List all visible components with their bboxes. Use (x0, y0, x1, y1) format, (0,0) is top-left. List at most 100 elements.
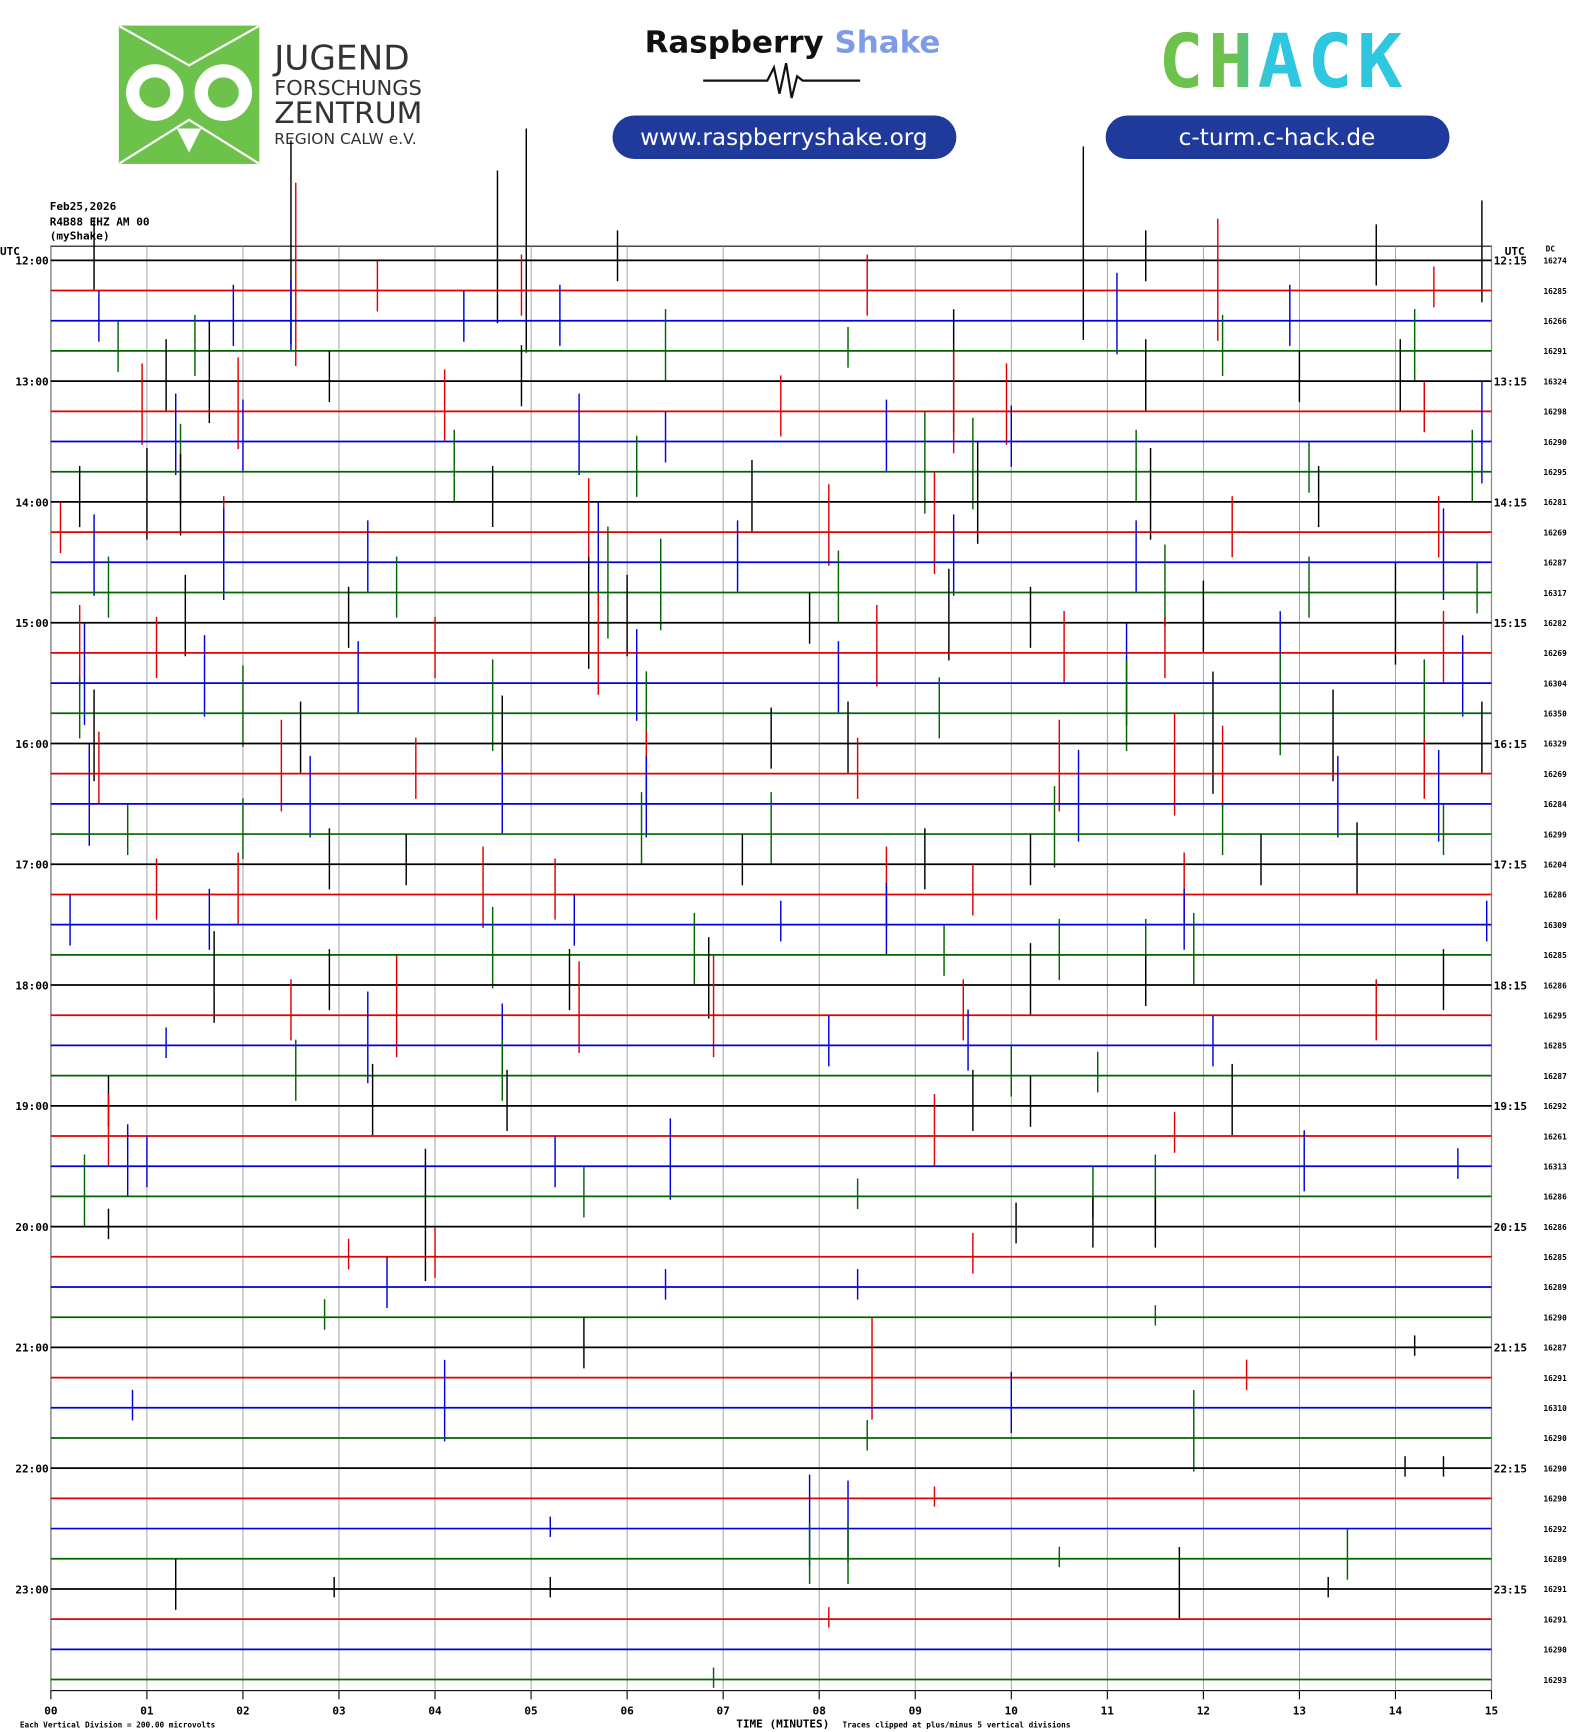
left-axis-label: UTC (0, 245, 20, 258)
logo-lines (118, 25, 260, 165)
x-tick-label: 05 (524, 1705, 537, 1718)
hour-label: 23:00 (15, 1583, 48, 1596)
owl-beak (176, 128, 202, 153)
dc-value: 16282 (1543, 619, 1566, 628)
dc-value: 16292 (1543, 1102, 1566, 1111)
jfz-text: JUGEND (272, 39, 409, 79)
brand-left: Raspberry (645, 24, 824, 60)
dc-value: 16293 (1543, 1676, 1567, 1685)
x-tick-label: 11 (1101, 1705, 1115, 1718)
x-axis-title: TIME (MINUTES) (736, 1718, 829, 1731)
jfz-text: REGION CALW e.V. (274, 130, 417, 148)
dc-value: 16287 (1543, 559, 1567, 568)
dc-value: 16286 (1543, 891, 1567, 900)
dc-value: 16286 (1543, 1193, 1567, 1202)
dc-value: 16269 (1543, 770, 1567, 779)
dc-value: 16324 (1543, 377, 1567, 386)
dc-value: 16290 (1543, 1434, 1567, 1443)
dc-value: 16290 (1543, 1314, 1567, 1323)
dc-value: 16291 (1543, 1585, 1567, 1594)
dc-value: 16350 (1543, 710, 1567, 719)
url-pill[interactable] (612, 115, 957, 160)
x-tick-label: 04 (428, 1705, 442, 1718)
x-tick-label: 07 (716, 1705, 729, 1718)
jfz-logo (118, 25, 260, 165)
jfz-text: ZENTRUM (274, 95, 422, 130)
dc-value: 16304 (1543, 679, 1567, 688)
dc-value: 16285 (1543, 951, 1567, 960)
dc-value: 16289 (1543, 1555, 1567, 1564)
x-tick-label: 13 (1293, 1705, 1306, 1718)
owl-pupil (207, 77, 239, 108)
x-tick-label: 02 (236, 1705, 249, 1718)
right-axis-label: UTC (1505, 245, 1525, 258)
dc-value: 16298 (1543, 408, 1567, 417)
dc-value: 16269 (1543, 528, 1567, 537)
dc-value: 16299 (1543, 830, 1567, 839)
dc-value: 16291 (1543, 1374, 1567, 1383)
x-tick-label: 15 (1485, 1705, 1498, 1718)
hour-label: 20:00 (15, 1221, 48, 1234)
right-label: 19:15 (1494, 1100, 1527, 1113)
brand-wave (703, 62, 861, 99)
dc-value: 16295 (1543, 1012, 1567, 1021)
dc-value: 16329 (1543, 740, 1567, 749)
right-label: 23:15 (1494, 1583, 1527, 1596)
hour-label: 14:00 (15, 496, 48, 509)
dc-value: 16285 (1543, 1042, 1567, 1051)
dc-value: 16287 (1543, 1072, 1567, 1081)
dc-label: DC (1546, 245, 1556, 254)
hour-label: 18:00 (15, 979, 48, 992)
jfz-text: FORSCHUNGS (274, 76, 422, 100)
dc-value: 16261 (1543, 1132, 1567, 1141)
right-label: 14:15 (1494, 496, 1527, 509)
dc-value: 16290 (1543, 1646, 1567, 1655)
x-tick-label: 10 (1005, 1705, 1018, 1718)
scale-note: Each Vertical Division = 200.00 microvol… (20, 1721, 215, 1730)
right-label: 21:15 (1494, 1342, 1527, 1355)
right-label: 15:15 (1494, 617, 1527, 630)
dc-value: 16281 (1543, 498, 1567, 507)
right-label: 22:15 (1494, 1463, 1527, 1476)
right-label: 17:15 (1494, 859, 1527, 872)
date: Feb25,2026 (50, 200, 117, 213)
hour-label: 22:00 (15, 1463, 48, 1476)
right-label: 18:15 (1494, 979, 1527, 992)
chack-logo: CHACK (1158, 19, 1406, 105)
dc-value: 16285 (1543, 1253, 1567, 1262)
station: R4B88 EHZ AM 00 (50, 216, 150, 229)
x-tick-label: 03 (332, 1705, 345, 1718)
brand-right: Shake (834, 24, 940, 60)
x-tick-label: 01 (140, 1705, 154, 1718)
hour-label: 17:00 (15, 859, 48, 872)
right-label: 16:15 (1494, 738, 1527, 751)
dc-value: 16291 (1543, 1615, 1567, 1624)
hour-label: 15:00 (15, 617, 48, 630)
dc-value: 16317 (1543, 589, 1567, 598)
plot-frame (50, 245, 1493, 1692)
x-tick-label: 06 (620, 1705, 634, 1718)
dc-value: 16269 (1543, 649, 1567, 658)
right-label: 12:15 (1494, 255, 1527, 268)
source: (myShake) (50, 230, 110, 243)
hour-label: 19:00 (15, 1100, 48, 1113)
dc-value: 16290 (1543, 1495, 1567, 1504)
dc-value: 16292 (1543, 1525, 1566, 1534)
dc-value: 16295 (1543, 468, 1567, 477)
url[interactable]: www.raspberryshake.org (640, 125, 927, 151)
dc-value: 16289 (1543, 1283, 1567, 1292)
dc-value: 16309 (1543, 921, 1567, 930)
dc-value: 16286 (1543, 1223, 1567, 1232)
clip-note: Traces clipped at plus/minus 5 vertical … (842, 1721, 1070, 1730)
dc-value: 16274 (1543, 257, 1567, 266)
url[interactable]: c-turm.c-hack.de (1179, 125, 1376, 151)
right-label: 13:15 (1494, 376, 1527, 389)
url-pill[interactable] (1105, 115, 1450, 160)
dc-value: 16313 (1543, 1163, 1567, 1172)
hour-label: 13:00 (15, 376, 48, 389)
x-tick-label: 12 (1197, 1705, 1210, 1718)
owl-pupil (139, 77, 171, 108)
x-tick-label: 14 (1389, 1705, 1403, 1718)
